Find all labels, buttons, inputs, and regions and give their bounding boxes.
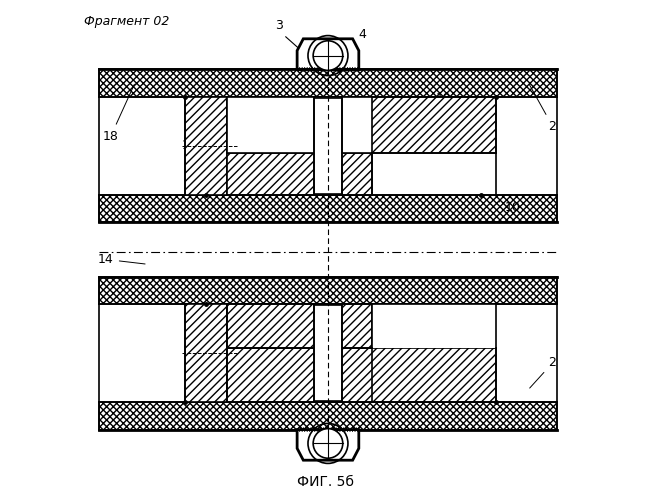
Bar	[98, 304, 557, 403]
Bar	[314, 97, 342, 194]
Text: 2: 2	[530, 356, 557, 388]
Polygon shape	[297, 39, 359, 69]
Bar	[227, 348, 496, 403]
Circle shape	[313, 429, 343, 458]
Text: Фрагмент 02: Фрагмент 02	[84, 15, 169, 28]
Text: 10: 10	[498, 201, 521, 214]
Bar	[98, 69, 557, 96]
Bar	[185, 304, 227, 403]
Text: 19: 19	[411, 92, 452, 120]
Text: 11: 11	[381, 368, 410, 404]
Bar	[98, 276, 557, 304]
Bar	[372, 304, 496, 348]
Text: 17: 17	[214, 365, 262, 404]
Text: 8: 8	[446, 385, 463, 404]
Bar	[98, 96, 557, 195]
Bar	[227, 153, 372, 195]
Bar	[227, 304, 372, 348]
Bar	[227, 348, 496, 403]
Text: 2: 2	[529, 84, 557, 133]
Text: 4: 4	[342, 28, 367, 50]
Text: 12: 12	[182, 139, 204, 152]
Polygon shape	[297, 430, 359, 460]
Text: 14: 14	[98, 253, 145, 266]
Text: 18: 18	[103, 84, 134, 143]
Bar	[185, 304, 227, 403]
Text: 3: 3	[275, 19, 283, 32]
Bar	[227, 153, 372, 195]
Bar	[98, 403, 557, 430]
Text: 4: 4	[327, 430, 335, 456]
Bar	[185, 96, 227, 195]
Bar	[98, 195, 557, 223]
Bar	[98, 403, 557, 430]
Text: 13: 13	[263, 363, 301, 404]
Bar	[98, 195, 557, 223]
Bar	[227, 304, 372, 348]
Text: ФИГ. 5б: ФИГ. 5б	[297, 475, 354, 489]
Bar	[185, 96, 227, 195]
Bar	[227, 96, 496, 153]
Bar	[227, 96, 496, 153]
Bar	[98, 276, 557, 304]
Text: 9: 9	[447, 110, 477, 128]
Bar	[314, 305, 342, 402]
Bar	[227, 96, 372, 153]
Bar	[98, 69, 557, 96]
Circle shape	[313, 41, 343, 70]
